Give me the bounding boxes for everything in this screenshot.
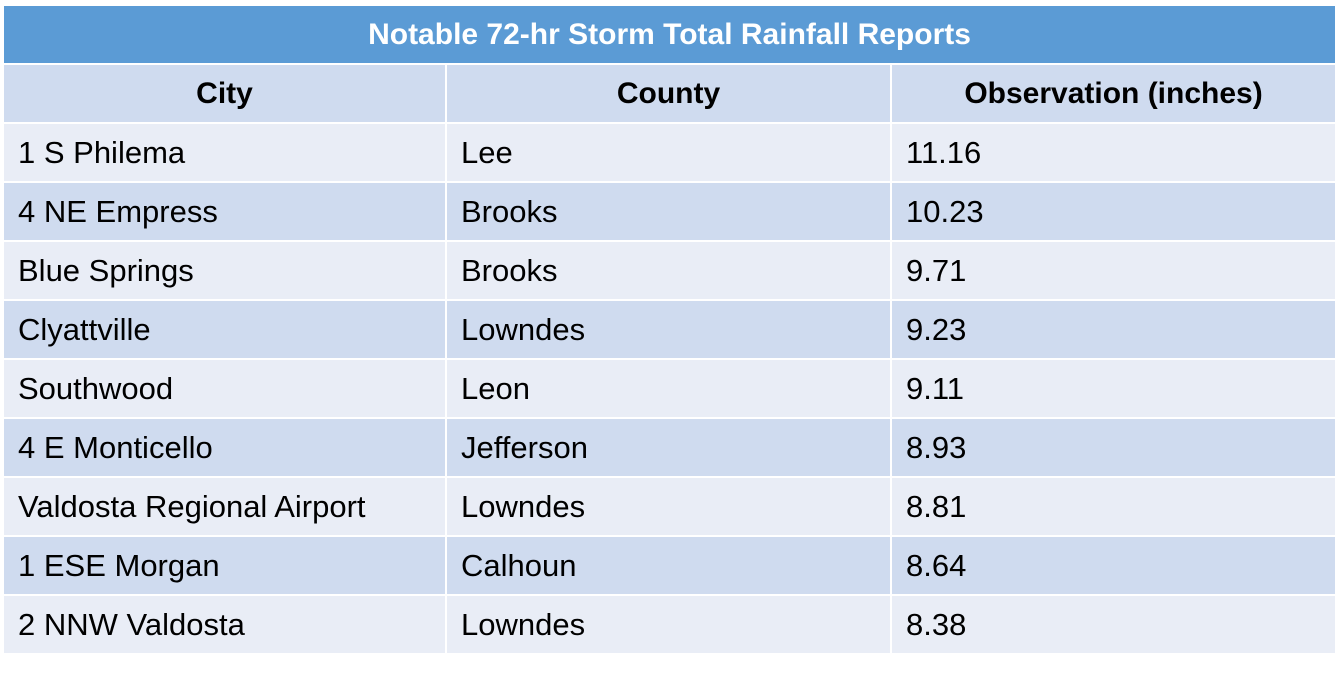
county-cell: Jefferson — [445, 417, 892, 478]
city-cell: Blue Springs — [2, 240, 447, 301]
city-cell: 4 E Monticello — [2, 417, 447, 478]
county-cell: Lowndes — [445, 299, 892, 360]
city-cell: 1 S Philema — [2, 122, 447, 183]
observation-cell: 10.23 — [889, 181, 1338, 242]
county-cell: Leon — [445, 358, 892, 419]
city-cell: 4 NE Empress — [2, 181, 447, 242]
city-cell: 1 ESE Morgan — [2, 535, 447, 596]
rainfall-table: Notable 72-hr Storm Total Rainfall Repor… — [1, 4, 1338, 655]
county-cell: Calhoun — [445, 535, 892, 596]
county-cell: Brooks — [445, 181, 892, 242]
observation-cell: 8.64 — [889, 535, 1338, 596]
table-row: Clyattville Lowndes 9.23 — [2, 299, 1338, 360]
county-cell: Lowndes — [445, 476, 892, 537]
column-header-observation: Observation (inches) — [889, 63, 1338, 124]
table-row: 4 E Monticello Jefferson 8.93 — [2, 417, 1338, 478]
table-title: Notable 72-hr Storm Total Rainfall Repor… — [1, 4, 1338, 65]
table-row: Southwood Leon 9.11 — [2, 358, 1338, 419]
table-row: 4 NE Empress Brooks 10.23 — [2, 181, 1338, 242]
column-header-county: County — [445, 63, 892, 124]
table-row: 2 NNW Valdosta Lowndes 8.38 — [2, 594, 1338, 655]
table-row: 1 S Philema Lee 11.16 — [2, 122, 1338, 183]
city-cell: Southwood — [2, 358, 447, 419]
county-cell: Brooks — [445, 240, 892, 301]
table-title-row: Notable 72-hr Storm Total Rainfall Repor… — [1, 4, 1338, 65]
county-cell: Lee — [445, 122, 892, 183]
observation-cell: 8.93 — [889, 417, 1338, 478]
table-row: 1 ESE Morgan Calhoun 8.64 — [2, 535, 1338, 596]
county-cell: Lowndes — [445, 594, 892, 655]
city-cell: Clyattville — [2, 299, 447, 360]
column-header-city: City — [2, 63, 447, 124]
observation-cell: 9.11 — [889, 358, 1338, 419]
observation-cell: 11.16 — [889, 122, 1338, 183]
observation-cell: 8.81 — [889, 476, 1338, 537]
observation-cell: 8.38 — [889, 594, 1338, 655]
table-header-row: City County Observation (inches) — [2, 63, 1338, 124]
table-row: Valdosta Regional Airport Lowndes 8.81 — [2, 476, 1338, 537]
rainfall-table-container: Notable 72-hr Storm Total Rainfall Repor… — [1, 4, 1338, 655]
table-row: Blue Springs Brooks 9.71 — [2, 240, 1338, 301]
observation-cell: 9.71 — [889, 240, 1338, 301]
city-cell: Valdosta Regional Airport — [2, 476, 447, 537]
city-cell: 2 NNW Valdosta — [2, 594, 447, 655]
observation-cell: 9.23 — [889, 299, 1338, 360]
